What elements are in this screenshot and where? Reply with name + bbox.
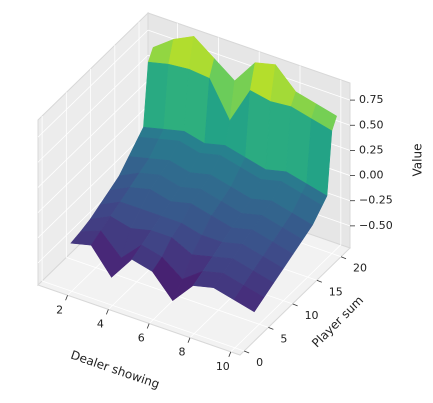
x-tick [65,295,68,301]
y-tick-label: 5 [280,332,287,345]
surface [70,35,337,313]
surface-patch [233,284,265,313]
x-tick [106,309,109,315]
grid-line [37,105,149,213]
z-tick-label: 0.00 [359,169,384,182]
x-tick-label: 8 [179,346,186,359]
x-tick-label: 10 [216,360,230,373]
grid-line [37,29,149,138]
y-tick [268,327,274,330]
z-tick-label: 0.75 [359,93,384,106]
y-tick [243,350,250,354]
x-tick-label: 2 [56,303,63,316]
x-axis-label: Dealer showing [69,348,162,392]
z-tick-label: 0.25 [359,143,384,156]
z-axis-label: Value [411,144,425,177]
y-tick [316,279,322,283]
y-tick-label: 20 [353,262,367,275]
x-tick [228,351,232,357]
y-tick [292,303,298,307]
z-tick-label: −0.50 [359,219,393,232]
grid-line [37,130,149,239]
y-tick-label: 15 [329,285,343,298]
z-tick-label: −0.25 [359,194,393,207]
x-tick-label: 4 [97,317,104,330]
x-tick-label: 6 [138,332,145,345]
tick-labels: 2 4 6 8 10 0 5 10 15 20 −0.50 −0.25 0.00 0.25 0.50 0.75 [56,93,393,373]
grid-line [41,280,245,352]
z-tick-label: 0.50 [359,118,384,131]
surface-patch [306,118,333,197]
grid-line [230,244,342,353]
y-tick-label: 10 [305,309,319,322]
y-tick-label: 0 [256,356,263,369]
grid-line [37,54,149,163]
x-tick [187,337,191,343]
x-tick [146,323,150,329]
grid-line [37,80,149,188]
y-tick [340,256,347,260]
